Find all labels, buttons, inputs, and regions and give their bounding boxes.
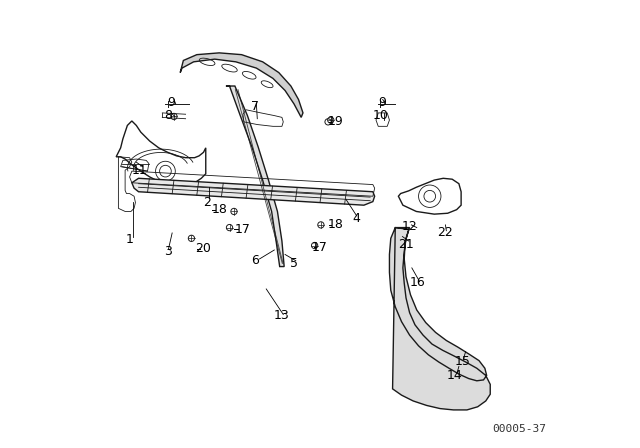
Text: 12: 12 — [402, 220, 417, 233]
Text: 17: 17 — [312, 241, 328, 254]
Polygon shape — [389, 228, 490, 410]
Text: 17: 17 — [235, 223, 251, 236]
Text: 13: 13 — [274, 309, 290, 323]
Text: 15: 15 — [454, 355, 470, 369]
Text: 14: 14 — [447, 369, 462, 382]
Text: 21: 21 — [398, 237, 414, 251]
Text: 9: 9 — [167, 95, 175, 109]
Text: 11: 11 — [132, 164, 148, 177]
Polygon shape — [226, 86, 284, 267]
Text: 3: 3 — [164, 245, 172, 258]
Text: 10: 10 — [373, 109, 389, 122]
Text: 16: 16 — [410, 276, 426, 289]
Text: 5: 5 — [290, 257, 298, 270]
Text: 00005-37: 00005-37 — [492, 424, 547, 434]
Text: 18: 18 — [211, 203, 227, 216]
Text: 4: 4 — [353, 212, 361, 225]
Text: 19: 19 — [328, 115, 344, 129]
Polygon shape — [132, 178, 374, 205]
Text: 1: 1 — [125, 233, 134, 246]
Polygon shape — [180, 53, 303, 117]
Text: 20: 20 — [196, 242, 211, 255]
Text: 9: 9 — [378, 95, 386, 109]
Text: 2: 2 — [203, 196, 211, 209]
Text: 8: 8 — [164, 109, 173, 122]
Text: 18: 18 — [328, 218, 344, 232]
Text: 7: 7 — [251, 100, 259, 113]
Text: 6: 6 — [251, 254, 259, 267]
Text: 22: 22 — [438, 225, 453, 239]
